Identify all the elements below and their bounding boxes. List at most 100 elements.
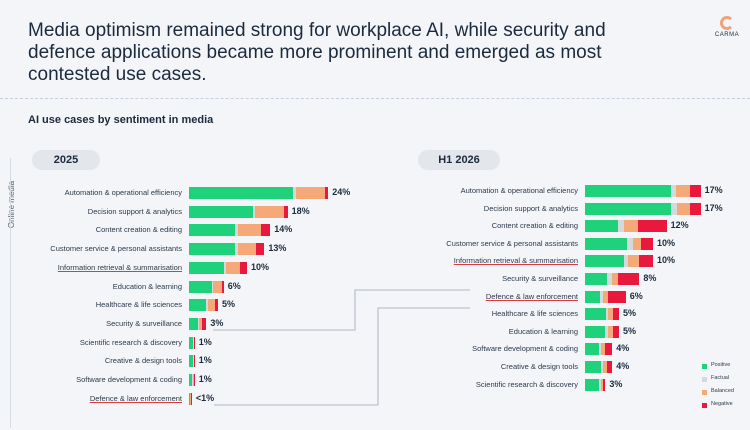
bar-segment-factual	[223, 261, 226, 274]
stacked-bar	[189, 317, 207, 330]
bar-segment-negative	[612, 325, 619, 338]
total-percent-label: 17%	[704, 202, 723, 213]
bar-segment-positive	[585, 343, 599, 356]
total-percent-label: 6%	[629, 290, 643, 301]
stacked-bar	[585, 237, 653, 250]
stacked-bar	[189, 392, 192, 405]
legend-swatch	[702, 377, 707, 382]
stacked-bar	[189, 280, 224, 293]
bar-segment-positive	[585, 202, 671, 215]
bar-segment-balanced	[237, 224, 261, 237]
bar-segment-factual	[598, 343, 602, 356]
category-label: Security & surveillance	[106, 318, 182, 328]
bar-segment-negative	[202, 317, 207, 330]
category-label: Software development & coding	[76, 375, 182, 384]
bar-segment-factual	[197, 317, 199, 330]
bar-segment-balanced	[193, 336, 195, 349]
bar-segment-negative	[260, 224, 271, 237]
bar-segment-negative	[190, 392, 192, 405]
bar-segment-negative	[194, 374, 195, 386]
legend-label: Negative	[711, 401, 733, 407]
stacked-bar	[585, 220, 667, 233]
bar-segment-negative	[602, 378, 606, 391]
connector-security	[213, 289, 470, 331]
bar-segment-factual	[627, 237, 633, 250]
bar-segment-balanced	[193, 355, 195, 368]
bar-segment-factual	[598, 378, 601, 391]
bar-segment-balanced	[608, 325, 613, 338]
bar-segment-positive	[585, 273, 608, 285]
bar-segment-negative	[255, 243, 265, 256]
total-percent-label: 5%	[222, 299, 236, 310]
bar-segment-negative	[689, 185, 701, 197]
bar-segment-positive	[189, 205, 253, 218]
bar-segment-positive	[189, 243, 236, 256]
bar-segment-balanced	[612, 273, 618, 285]
total-percent-label: 14%	[274, 224, 293, 235]
bar-segment-factual	[206, 299, 208, 312]
stacked-bar	[585, 325, 619, 338]
logo-text: CARMA	[714, 32, 740, 38]
category-label: Creative & design tools	[104, 356, 182, 366]
bar-segment-factual	[235, 224, 238, 237]
bar-segment-negative	[617, 273, 640, 285]
bar-segment-balanced	[255, 205, 285, 218]
headline: Media optimism remained strong for workp…	[28, 20, 606, 85]
panel-title-h1-2026: H1 2026	[418, 150, 500, 170]
category-label: Security & surveillance	[502, 274, 578, 283]
category-label: Defence & law enforcement	[89, 393, 182, 403]
bar-segment-positive	[189, 261, 224, 274]
bar-segment-balanced	[624, 220, 639, 233]
divider	[0, 98, 750, 99]
bar-segment-factual	[617, 220, 625, 233]
stacked-bar	[189, 205, 288, 218]
stacked-bar	[189, 336, 195, 349]
category-label: Defence & law enforcement	[485, 291, 578, 301]
category-label: Content creation & editing	[95, 225, 182, 235]
category-label: Healthcare & life sciences	[95, 300, 182, 310]
bar-segment-positive	[189, 280, 213, 293]
stacked-bar	[189, 299, 218, 312]
bar-segment-positive	[189, 336, 194, 349]
stacked-bar	[189, 187, 329, 199]
stacked-bar	[189, 224, 271, 237]
bar-segment-balanced	[676, 202, 691, 215]
total-percent-label: 3%	[609, 378, 623, 389]
bar-segment-positive	[189, 392, 190, 405]
bar-segment-balanced	[601, 343, 606, 356]
bar-segment-factual	[235, 243, 239, 256]
bar-segment-positive	[189, 224, 236, 237]
bar-segment-balanced	[207, 299, 216, 312]
bar-segment-negative	[638, 220, 667, 233]
stacked-bar	[189, 355, 195, 368]
total-percent-label: 3%	[210, 317, 224, 328]
category-label: Education & learning	[112, 281, 182, 291]
total-percent-label: 4%	[616, 361, 630, 371]
category-label: Scientific research & discovery	[475, 379, 578, 389]
category-label: Customer service & personal assistants	[50, 244, 182, 254]
total-percent-label: 5%	[623, 325, 637, 336]
stacked-bar	[585, 308, 619, 321]
bar-segment-factual	[623, 255, 628, 268]
chart-subtitle: AI use cases by sentiment in media	[28, 114, 214, 126]
bar-segment-positive	[585, 308, 607, 321]
bar-segment-balanced	[632, 237, 641, 250]
total-percent-label: 10%	[251, 261, 270, 272]
bar-segment-factual	[193, 336, 194, 349]
side-rule	[10, 158, 11, 428]
bar-segment-factual	[192, 374, 194, 386]
bar-segment-balanced	[603, 361, 607, 373]
bar-segment-positive	[189, 374, 193, 386]
bar-segment-negative	[215, 299, 218, 312]
total-percent-label: 4%	[616, 343, 630, 354]
connector-defence	[214, 307, 470, 406]
stacked-bar	[585, 361, 613, 373]
category-label: Automation & operational efficiency	[64, 188, 182, 197]
legend-swatch	[702, 390, 707, 395]
category-label: Customer service & personal assistants	[446, 238, 578, 248]
total-percent-label: 24%	[332, 187, 351, 197]
bar-segment-negative	[284, 205, 288, 218]
panel-title-2025: 2025	[32, 150, 100, 170]
legend-label: Balanced	[711, 388, 734, 394]
bar-segment-factual	[607, 273, 613, 285]
